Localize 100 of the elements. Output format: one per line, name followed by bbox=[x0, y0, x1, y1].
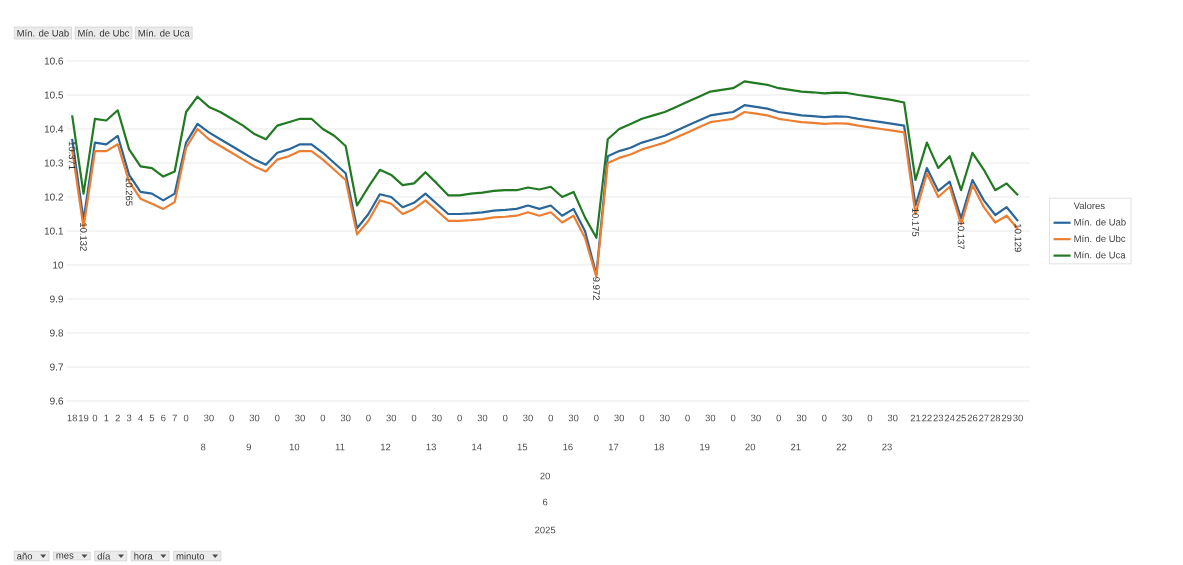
y-tick-label: 9.9 bbox=[50, 295, 64, 303]
x-tick-label: 27 bbox=[979, 414, 989, 422]
x-tick-label: 30 bbox=[842, 414, 852, 422]
text: 19 bbox=[700, 443, 710, 451]
x-tick-label: 0 bbox=[867, 414, 873, 422]
legend-label: Mín. de Uca bbox=[1074, 251, 1126, 259]
x-tick-label: 3 bbox=[126, 414, 132, 422]
text: 12 bbox=[380, 443, 391, 451]
text: 15 bbox=[517, 443, 528, 451]
text: Mín. de Ubc bbox=[78, 29, 130, 37]
y-tick-label: 10.3 bbox=[44, 159, 64, 167]
x-tick-label: 30 bbox=[568, 414, 579, 422]
text: 2025 bbox=[535, 526, 556, 534]
x-tick-label: 0 bbox=[822, 414, 827, 422]
x-tick-label: 30 bbox=[249, 414, 260, 422]
y-tick-label: 9.6 bbox=[50, 397, 64, 405]
data-label: 10.137 bbox=[957, 221, 965, 250]
x-tick-label: 18 bbox=[67, 414, 77, 422]
text: año bbox=[17, 552, 33, 560]
data-label: 10.265 bbox=[125, 177, 133, 206]
x-tick-label: 30 bbox=[887, 414, 898, 422]
y-tick-label: 10 bbox=[53, 261, 64, 269]
x-tick-label: 24 bbox=[944, 414, 955, 422]
x-tick-label: 19 bbox=[78, 414, 89, 422]
x-tick-label: 30 bbox=[203, 414, 214, 422]
text: 14 bbox=[472, 443, 482, 451]
x-tick-label: 0 bbox=[457, 414, 462, 422]
x-tick-label: 5 bbox=[149, 414, 155, 422]
x-tick-label: 30 bbox=[431, 414, 442, 422]
x-tick-label: 0 bbox=[776, 414, 781, 422]
x-tick-label: 0 bbox=[502, 414, 508, 422]
x-tick-label: 30 bbox=[751, 414, 761, 422]
x-tick-label: 23 bbox=[933, 414, 944, 422]
x-tick-label: 0 bbox=[411, 414, 417, 422]
x-tick-label: 6 bbox=[161, 414, 166, 422]
x-tick-label: 30 bbox=[796, 414, 807, 422]
x-tick-label: 30 bbox=[477, 414, 488, 422]
x-tick-label: 0 bbox=[730, 414, 736, 422]
data-label: 9.972 bbox=[593, 277, 600, 300]
x-tick-label: 30 bbox=[614, 414, 625, 422]
y-tick-label: 9.7 bbox=[50, 363, 63, 371]
y-tick-label: 10.6 bbox=[44, 57, 64, 65]
legend-title: Valores bbox=[1073, 202, 1105, 210]
x-tick-label: 30 bbox=[705, 414, 716, 422]
y-tick-label: 10.2 bbox=[44, 193, 63, 201]
text: 18 bbox=[654, 443, 664, 451]
text: minuto bbox=[176, 552, 205, 560]
x-tick-label: 21 bbox=[910, 414, 921, 422]
x-tick-label: 25 bbox=[956, 414, 966, 422]
text: 10 bbox=[289, 443, 300, 451]
x-tick-label: 0 bbox=[183, 414, 189, 422]
text: día bbox=[97, 552, 111, 560]
x-tick-label: 0 bbox=[229, 414, 234, 422]
x-tick-label: 0 bbox=[594, 414, 599, 422]
text: 21 bbox=[791, 443, 801, 451]
x-tick-label: 2 bbox=[115, 414, 120, 422]
text: 20 bbox=[540, 472, 550, 480]
data-label: 10.175 bbox=[912, 208, 919, 237]
x-tick-label: 30 bbox=[659, 414, 670, 422]
x-tick-label: 0 bbox=[548, 414, 554, 422]
text: 11 bbox=[335, 443, 345, 451]
text: Mín. de Uab bbox=[17, 29, 69, 37]
x-tick-label: 29 bbox=[1001, 414, 1012, 422]
text: 16 bbox=[563, 443, 573, 451]
legend-label: Mín. de Ubc bbox=[1074, 234, 1126, 242]
x-tick-label: 7 bbox=[172, 414, 177, 422]
x-tick-label: 0 bbox=[685, 414, 690, 422]
text: Mín. de Uca bbox=[138, 29, 190, 37]
text: 17 bbox=[608, 443, 619, 451]
y-tick-label: 10.1 bbox=[44, 227, 63, 235]
x-tick-label: 30 bbox=[295, 414, 305, 422]
x-tick-label: 28 bbox=[990, 414, 1001, 422]
text: 8 bbox=[200, 443, 206, 451]
y-tick-label: 10.5 bbox=[44, 91, 64, 99]
x-tick-label: 1 bbox=[104, 414, 109, 422]
x-tick-label: 26 bbox=[967, 414, 978, 422]
x-tick-label: 4 bbox=[138, 414, 143, 422]
text: 23 bbox=[882, 443, 892, 451]
x-tick-label: 30 bbox=[523, 414, 533, 422]
x-tick-label: 0 bbox=[275, 414, 280, 422]
text: 20 bbox=[745, 443, 756, 451]
x-tick-label: 0 bbox=[320, 414, 326, 422]
x-tick-label: 0 bbox=[366, 414, 371, 422]
data-label: 10.132 bbox=[80, 223, 87, 251]
x-tick-label: 22 bbox=[922, 414, 932, 422]
text: 13 bbox=[426, 443, 436, 451]
text: 22 bbox=[836, 443, 847, 451]
y-tick-label: 9.8 bbox=[50, 329, 64, 337]
text: 6 bbox=[542, 498, 548, 506]
text: 9 bbox=[246, 443, 251, 451]
text: mes bbox=[56, 553, 74, 559]
data-label: 10.371 bbox=[68, 141, 76, 170]
legend-label: Mín. de Uab bbox=[1074, 218, 1126, 226]
x-tick-label: 0 bbox=[639, 414, 645, 422]
x-tick-label: 0 bbox=[92, 414, 98, 422]
y-tick-label: 10.4 bbox=[44, 125, 64, 133]
x-tick-label: 30 bbox=[386, 414, 397, 422]
text: hora bbox=[134, 552, 153, 560]
x-tick-label: 30 bbox=[340, 414, 351, 422]
x-tick-label: 30 bbox=[1013, 414, 1023, 422]
